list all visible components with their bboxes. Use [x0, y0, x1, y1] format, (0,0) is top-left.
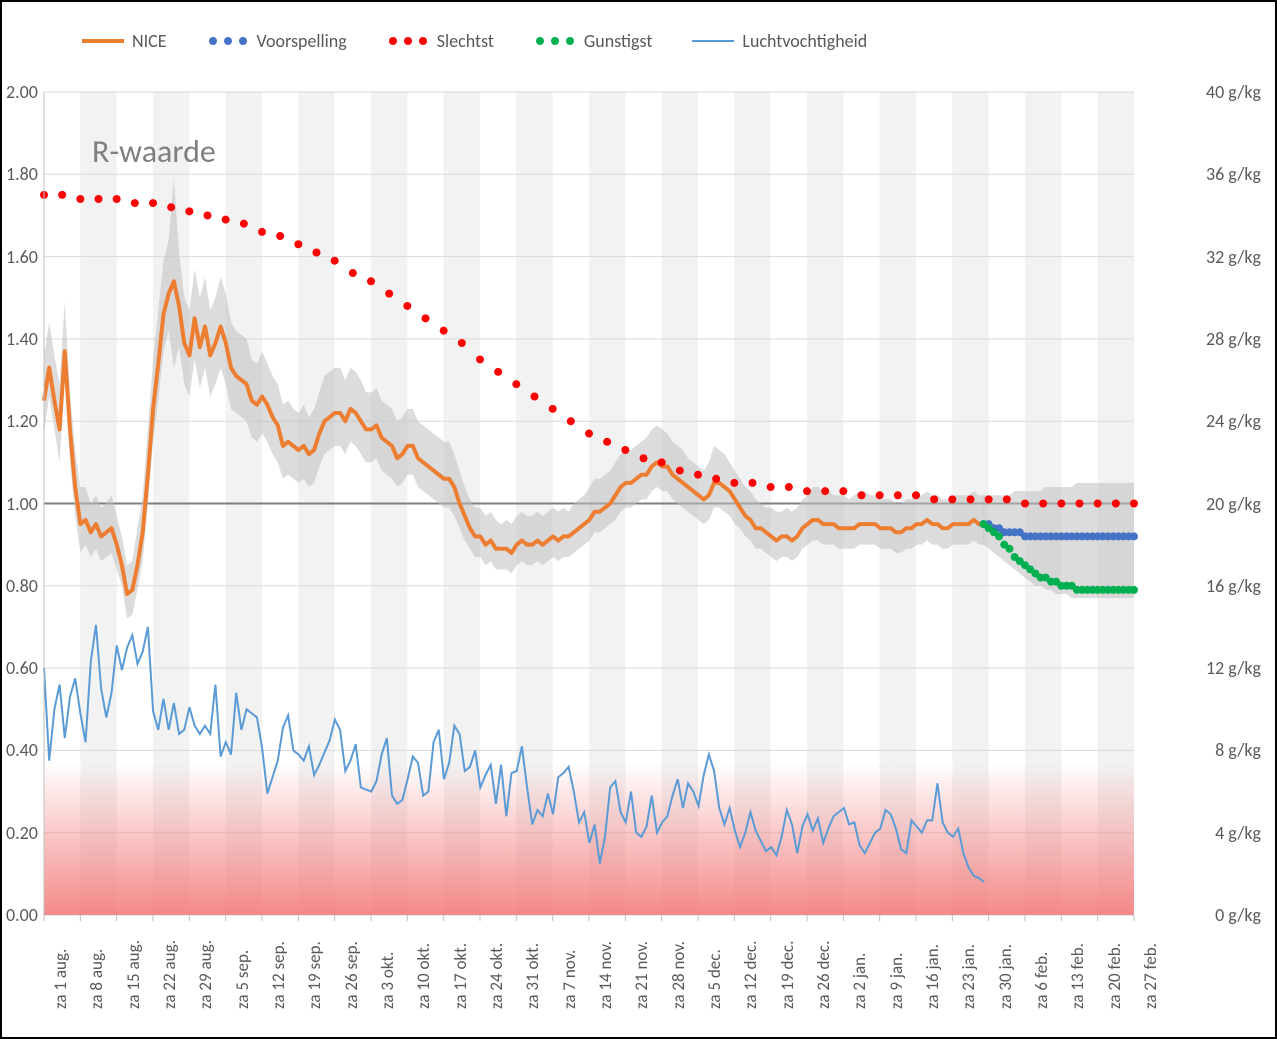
x-tick: za 1 aug. [50, 949, 71, 1009]
chart-container: { "chart": { "type": "line", "title": "R… [0, 0, 1277, 1039]
y-left-tick: 0.60 [6, 657, 38, 679]
x-tick: za 14 nov. [595, 941, 616, 1009]
x-tick: za 15 aug. [123, 940, 144, 1009]
x-tick: za 5 sep. [232, 950, 253, 1009]
legend-item-voorspelling: Voorspelling [207, 30, 347, 52]
x-tick: za 10 okt. [413, 943, 434, 1009]
x-tick: za 19 dec. [777, 941, 798, 1009]
x-tick: za 9 jan. [886, 953, 907, 1009]
y-right-tick: 40 g/kg [1206, 81, 1261, 103]
x-tick: za 13 feb. [1067, 943, 1088, 1009]
x-tick: za 26 dec. [813, 941, 834, 1009]
x-tick: za 29 aug. [195, 940, 216, 1009]
legend-label: Gunstigst [584, 30, 652, 52]
x-tick: za 12 sep. [268, 941, 289, 1009]
chart-title: R-waarde [92, 132, 216, 171]
y-left-tick: 0.20 [6, 822, 38, 844]
voorspelling-swatch [207, 36, 249, 46]
y-right-tick: 4 g/kg [1215, 822, 1261, 844]
y-right-tick: 0 g/kg [1215, 904, 1261, 926]
y-right-tick: 8 g/kg [1215, 739, 1261, 761]
legend-item-gunstigst: Gunstigst [534, 30, 652, 52]
x-tick: za 21 nov. [631, 941, 652, 1009]
y-right-tick: 28 g/kg [1206, 328, 1261, 350]
x-tick: za 31 okt. [522, 943, 543, 1009]
y-right-tick: 12 g/kg [1206, 657, 1261, 679]
x-tick: za 2 jan. [849, 953, 870, 1009]
slechtst-swatch [387, 36, 429, 46]
x-tick: za 16 jan. [922, 944, 943, 1009]
legend: NICE Voorspelling Slechtst Gunstigst Luchtvo… [82, 30, 867, 52]
x-tick: za 24 okt. [486, 943, 507, 1009]
y-right-tick: 16 g/kg [1206, 575, 1261, 597]
x-tick: za 20 feb. [1104, 943, 1125, 1009]
legend-item-lucht: Luchtvochtigheid [692, 30, 867, 52]
y-right-tick: 32 g/kg [1206, 246, 1261, 268]
x-tick: za 5 dec. [704, 949, 725, 1009]
y-right-tick: 24 g/kg [1206, 410, 1261, 432]
x-tick: za 30 jan. [995, 944, 1016, 1009]
y-left-tick: 1.00 [6, 493, 38, 515]
y-left-tick: 1.60 [6, 246, 38, 268]
x-tick: za 22 aug. [159, 940, 180, 1009]
x-tick: za 26 sep. [341, 941, 362, 1009]
x-tick: za 19 sep. [304, 941, 325, 1009]
y-left-tick: 0.80 [6, 575, 38, 597]
x-tick: za 27 feb. [1140, 943, 1161, 1009]
x-tick: za 17 okt. [450, 943, 471, 1009]
y-left-tick: 1.40 [6, 328, 38, 350]
lucht-swatch [692, 36, 734, 46]
y-right-tick: 20 g/kg [1206, 493, 1261, 515]
y-left-tick: 0.40 [6, 739, 38, 761]
x-tick: za 23 jan. [958, 944, 979, 1009]
y-left-tick: 1.20 [6, 410, 38, 432]
x-tick: za 3 okt. [377, 952, 398, 1009]
x-tick: za 6 feb. [1031, 952, 1052, 1009]
y-left-tick: 0.00 [6, 904, 38, 926]
y-right-tick: 36 g/kg [1206, 163, 1261, 185]
legend-label: Luchtvochtigheid [742, 30, 867, 52]
nice-swatch [82, 36, 124, 46]
x-tick: za 28 nov. [668, 941, 689, 1009]
legend-item-slechtst: Slechtst [387, 30, 494, 52]
x-tick: za 7 nov. [559, 950, 580, 1009]
legend-item-nice: NICE [82, 30, 167, 52]
x-tick: za 12 dec. [740, 941, 761, 1009]
gunstigst-swatch [534, 36, 576, 46]
y-left-tick: 1.80 [6, 163, 38, 185]
legend-label: NICE [132, 30, 167, 52]
x-tick: za 8 aug. [86, 949, 107, 1009]
legend-label: Slechtst [437, 30, 494, 52]
y-left-tick: 2.00 [6, 81, 38, 103]
legend-label: Voorspelling [257, 30, 347, 52]
